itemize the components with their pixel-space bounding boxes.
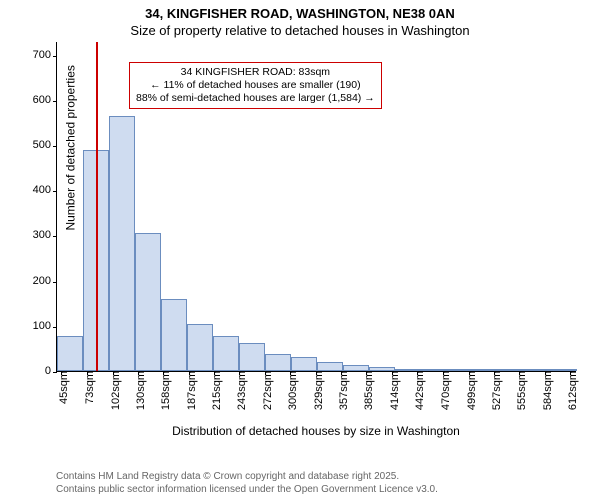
x-tick-label: 470sqm: [434, 371, 452, 410]
x-tick-label: 414sqm: [383, 371, 401, 410]
x-tick-label: 584sqm: [536, 371, 554, 410]
x-tick-label: 187sqm: [180, 371, 198, 410]
x-tick-label: 102sqm: [104, 371, 122, 410]
footer-attribution: Contains HM Land Registry data © Crown c…: [56, 471, 438, 496]
callout-line: ← 11% of detached houses are smaller (19…: [136, 79, 375, 92]
histogram-bar: [317, 362, 343, 371]
callout-box: 34 KINGFISHER ROAD: 83sqm← 11% of detach…: [129, 62, 382, 109]
x-tick-label: 499sqm: [460, 371, 478, 410]
histogram-bar: [239, 343, 265, 371]
x-tick-label: 612sqm: [561, 371, 579, 410]
x-tick-label: 243sqm: [230, 371, 248, 410]
y-tick-mark: [53, 146, 57, 147]
histogram-bar: [187, 324, 213, 371]
x-tick-label: 158sqm: [154, 371, 172, 410]
callout-line: 88% of semi-detached houses are larger (…: [136, 92, 375, 105]
x-tick-label: 73sqm: [78, 371, 96, 404]
x-tick-label: 45sqm: [52, 371, 70, 404]
y-tick-mark: [53, 282, 57, 283]
x-axis-label: Distribution of detached houses by size …: [56, 424, 576, 438]
callout-line: 34 KINGFISHER ROAD: 83sqm: [136, 66, 375, 79]
x-tick-label: 442sqm: [408, 371, 426, 410]
y-tick-mark: [53, 56, 57, 57]
title-sub: Size of property relative to detached ho…: [0, 23, 600, 38]
y-tick-mark: [53, 327, 57, 328]
x-tick-label: 130sqm: [129, 371, 147, 410]
histogram-bar: [57, 336, 83, 371]
histogram-bar: [265, 354, 291, 371]
chart-titles: 34, KINGFISHER ROAD, WASHINGTON, NE38 0A…: [0, 0, 600, 38]
footer-line-2: Contains public sector information licen…: [56, 484, 438, 497]
footer-line-1: Contains HM Land Registry data © Crown c…: [56, 471, 438, 484]
x-tick-label: 300sqm: [281, 371, 299, 410]
histogram-bar: [291, 357, 317, 371]
chart-container: Number of detached properties 0100200300…: [0, 42, 600, 442]
histogram-bar: [161, 299, 187, 371]
x-tick-label: 357sqm: [332, 371, 350, 410]
y-tick-mark: [53, 236, 57, 237]
x-tick-label: 329sqm: [307, 371, 325, 410]
x-tick-label: 385sqm: [357, 371, 375, 410]
x-tick-label: 527sqm: [485, 371, 503, 410]
histogram-bar: [109, 116, 135, 371]
y-tick-mark: [53, 101, 57, 102]
property-marker-line: [96, 42, 98, 371]
y-tick-mark: [53, 191, 57, 192]
x-tick-label: 215sqm: [205, 371, 223, 410]
histogram-bar: [135, 233, 161, 371]
title-main: 34, KINGFISHER ROAD, WASHINGTON, NE38 0A…: [0, 6, 600, 21]
x-tick-label: 555sqm: [510, 371, 528, 410]
plot-area: 010020030040050060070045sqm73sqm102sqm13…: [56, 42, 576, 372]
x-tick-label: 272sqm: [256, 371, 274, 410]
histogram-bar: [213, 336, 239, 371]
